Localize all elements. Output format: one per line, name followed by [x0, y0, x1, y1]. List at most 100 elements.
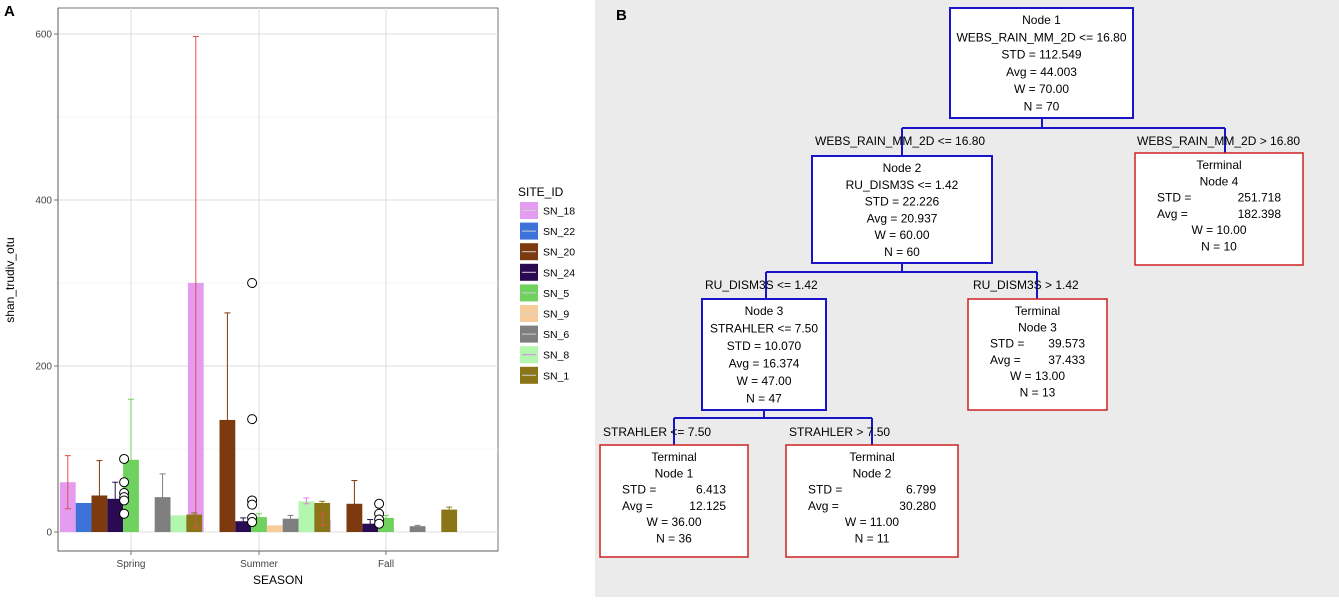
t1-n: N = 36 [656, 532, 692, 546]
n3-line-0: Node 3 [745, 304, 784, 318]
t2-std-value: 6.799 [906, 483, 936, 497]
t1-std-label: STD = [622, 483, 656, 497]
n1-line-3: Avg = 44.003 [1006, 65, 1077, 79]
y-tick-label: 400 [35, 196, 52, 207]
t3-box [967, 298, 1108, 411]
t3-n: N = 13 [1020, 386, 1056, 400]
panel-label-a: A [4, 3, 15, 20]
outlier-point [247, 414, 258, 425]
t3-title-1: Node 3 [1018, 320, 1057, 334]
n3-line-3: Avg = 16.374 [729, 357, 800, 371]
bar-sn_6-summer [282, 518, 299, 532]
n3-line-5: N = 47 [746, 392, 782, 406]
n1-line-5: N = 70 [1024, 100, 1060, 114]
regression-tree: B Node 1 WEBS_RAIN_MM_2D <= 16.80 STD = 11… [595, 0, 1339, 597]
t4-w: W = 10.00 [1191, 223, 1246, 237]
t4-box [1134, 152, 1304, 266]
n1-box [949, 7, 1134, 119]
outlier-point [247, 278, 258, 288]
bar-sn_22-spring [75, 502, 92, 532]
legend-title: SITE_ID [518, 185, 564, 199]
legend-label-sn_18: SN_18 [543, 206, 575, 218]
t4-std-value: 251.718 [1238, 191, 1282, 205]
y-tick-label: 0 [46, 528, 52, 539]
t4-std-label: STD = [1157, 191, 1191, 205]
bar-chart: A 0 200 400 600 Spring Summer Fall SEASON shan… [3, 3, 575, 587]
y-tick-label: 200 [35, 362, 52, 373]
x-tick-label: Summer [240, 559, 278, 570]
n2-box [811, 155, 993, 264]
panel-label-b: B [616, 7, 627, 24]
bar-sn_1-spring [186, 514, 203, 532]
t2-avg-label: Avg = [808, 499, 839, 513]
outlier-point [119, 508, 130, 519]
y-axis-label: shan_trudiv_otu [3, 237, 17, 322]
t1-w: W = 36.00 [646, 515, 701, 529]
t4-title-1: Node 4 [1200, 174, 1239, 188]
legend-label-sn_8: SN_8 [543, 350, 569, 362]
bar-sn_1-summer [314, 502, 331, 532]
t1-avg-value: 12.125 [689, 499, 726, 513]
outlier-point [374, 498, 385, 509]
t1-std-value: 6.413 [696, 483, 726, 497]
tree-nodes: Node 1 WEBS_RAIN_MM_2D <= 16.80 STD = 112.… [599, 7, 1304, 558]
split-1-right-label: WEBS_RAIN_MM_2D > 16.80 [1137, 134, 1300, 148]
bar-sn_8-summer [298, 501, 315, 532]
t2-std-label: STD = [808, 483, 842, 497]
n3-line-1: STRAHLER <= 7.50 [710, 322, 818, 336]
legend: SITE_ID SN_18 SN_22 SN_20 SN_24 SN_5 SN_9 SN_6… [518, 185, 575, 384]
y-tick-label: 600 [35, 30, 52, 41]
n1-line-1: WEBS_RAIN_MM_2D <= 16.80 [956, 30, 1126, 44]
split-3-left-label: STRAHLER <= 7.50 [603, 425, 711, 439]
n1-line-0: Node 1 [1022, 13, 1061, 27]
t1-title-1: Node 1 [655, 466, 694, 480]
t2-avg-value: 30.280 [899, 499, 936, 513]
t1-title-0: Terminal [651, 450, 696, 464]
split-2-right-label: RU_DISM3S > 1.42 [973, 278, 1079, 292]
n3-line-2: STD = 10.070 [727, 339, 802, 353]
x-tick-label: Spring [117, 559, 146, 570]
error-bars-layer [64, 35, 453, 529]
n2-line-4: W = 60.00 [874, 228, 929, 242]
n2-line-0: Node 2 [883, 161, 922, 175]
t4-avg-label: Avg = [1157, 207, 1188, 221]
legend-label-sn_24: SN_24 [543, 267, 575, 279]
n3-box [701, 298, 827, 411]
t1-avg-label: Avg = [622, 499, 653, 513]
bar-sn_1-fall [441, 509, 458, 532]
n2-line-3: Avg = 20.937 [867, 211, 938, 225]
x-axis-label: SEASON [253, 573, 303, 587]
outlier-point [374, 518, 385, 529]
t2-n: N = 11 [855, 532, 890, 546]
t3-avg-value: 37.433 [1048, 353, 1085, 367]
tree-connectors [673, 118, 1226, 445]
t4-title-0: Terminal [1196, 158, 1241, 172]
t3-avg-label: Avg = [990, 353, 1021, 367]
t3-w: W = 13.00 [1010, 369, 1065, 383]
bar-sn_9-summer [266, 525, 283, 532]
legend-label-sn_9: SN_9 [543, 309, 569, 321]
n2-line-2: STD = 22.226 [865, 195, 940, 209]
legend-label-sn_6: SN_6 [543, 329, 569, 341]
n2-line-5: N = 60 [884, 245, 920, 259]
t3-title-0: Terminal [1015, 304, 1060, 318]
outlier-point [247, 517, 258, 528]
t4-avg-value: 182.398 [1238, 207, 1282, 221]
axes-layer: 0 200 400 600 Spring Summer Fall [35, 8, 498, 570]
bar-chart-panel: A 0 200 400 600 Spring Summer Fall SEASON shan… [0, 0, 595, 597]
legend-label-sn_5: SN_5 [543, 288, 569, 300]
outlier-point [119, 453, 130, 464]
n1-line-2: STD = 112.549 [1001, 48, 1081, 62]
t2-title-0: Terminal [849, 450, 894, 464]
split-2-left-label: RU_DISM3S <= 1.42 [705, 278, 818, 292]
n3-line-4: W = 47.00 [736, 374, 791, 388]
bar-sn_24-summer [235, 521, 252, 532]
outlier-point [119, 477, 130, 488]
t2-w: W = 11.00 [845, 515, 899, 529]
outlier-point [247, 499, 258, 510]
t3-std-label: STD = [990, 337, 1024, 351]
t1-box [599, 444, 749, 558]
bar-sn_8-spring [170, 515, 187, 532]
regression-tree-panel: B Node 1 WEBS_RAIN_MM_2D <= 16.80 STD = 11… [595, 0, 1339, 597]
legend-label-sn_20: SN_20 [543, 247, 575, 259]
